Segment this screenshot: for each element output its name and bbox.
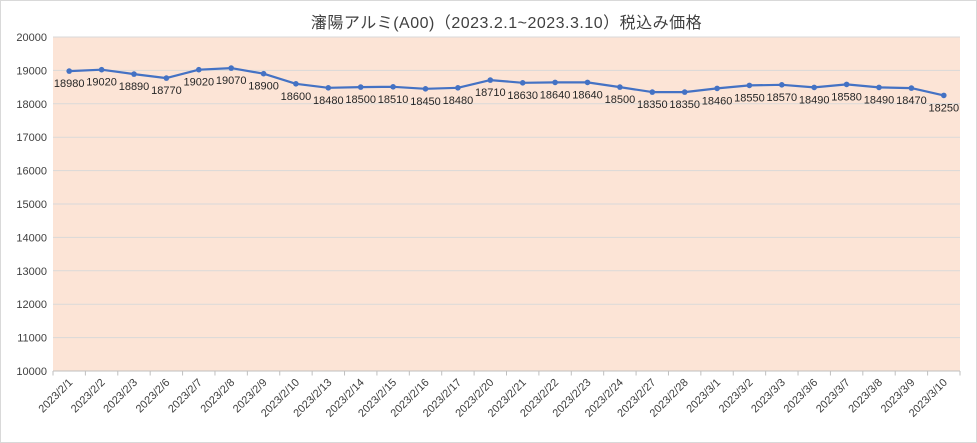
svg-text:2023/3/8: 2023/3/8 [846,377,885,416]
svg-text:2023/2/3: 2023/2/3 [101,377,140,416]
svg-text:18490: 18490 [864,94,895,106]
svg-text:18500: 18500 [345,94,376,106]
svg-text:18450: 18450 [410,96,441,108]
svg-text:19000: 19000 [16,65,47,77]
svg-text:10000: 10000 [16,366,47,378]
series-line [68,66,945,97]
svg-text:18640: 18640 [572,89,603,101]
svg-text:2023/3/2: 2023/3/2 [717,377,756,416]
svg-text:19020: 19020 [184,77,215,89]
svg-text:18460: 18460 [702,95,733,107]
svg-text:19020: 19020 [86,77,117,89]
svg-text:18890: 18890 [119,81,150,93]
svg-text:18480: 18480 [443,95,474,107]
svg-text:18490: 18490 [799,94,830,106]
svg-text:18480: 18480 [313,95,344,107]
svg-text:18600: 18600 [281,91,312,103]
svg-text:2023/2/7: 2023/2/7 [166,377,205,416]
svg-text:2023/3/7: 2023/3/7 [814,377,853,416]
svg-text:15000: 15000 [16,199,47,211]
svg-text:19070: 19070 [216,75,247,87]
svg-text:18770: 18770 [151,85,182,97]
svg-text:12000: 12000 [16,299,47,311]
svg-text:18350: 18350 [637,99,668,111]
data-points [66,65,947,99]
svg-text:18350: 18350 [669,99,700,111]
svg-text:2023/2/8: 2023/2/8 [199,377,238,416]
svg-text:11000: 11000 [17,333,47,345]
x-axis [52,370,961,376]
svg-text:18900: 18900 [248,81,279,93]
svg-text:14000: 14000 [16,232,47,244]
svg-text:2023/2/1: 2023/2/1 [37,377,76,416]
svg-text:18570: 18570 [767,92,798,104]
svg-text:2023/2/6: 2023/2/6 [134,377,173,416]
svg-text:18580: 18580 [831,91,862,103]
svg-text:18500: 18500 [605,94,636,106]
svg-text:2023/3/6: 2023/3/6 [782,377,821,416]
svg-text:18470: 18470 [896,95,927,107]
y-axis-labels: 10000 11000 12000 13000 14000 15000 16000 17000… [16,32,47,378]
x-axis-labels: 2023/2/12023/2/22023/2/32023/2/62023/2/7… [37,377,950,420]
chart-title: 瀋陽アルミ(A00)（2023.2.1~2023.3.10）税込み価格 [310,15,703,32]
svg-text:20000: 20000 [16,32,47,44]
svg-text:18250: 18250 [929,102,960,114]
svg-text:2023/3/3: 2023/3/3 [749,377,788,416]
svg-text:18640: 18640 [540,89,571,101]
svg-text:16000: 16000 [16,166,47,178]
svg-text:18510: 18510 [378,94,409,106]
svg-text:18630: 18630 [507,90,538,102]
svg-text:18980: 18980 [54,78,85,90]
svg-text:13000: 13000 [16,266,47,278]
svg-text:17000: 17000 [16,132,47,144]
svg-text:2023/3/1: 2023/3/1 [684,377,723,416]
svg-text:18000: 18000 [16,99,47,111]
svg-text:18550: 18550 [734,92,765,104]
svg-text:2023/2/2: 2023/2/2 [69,377,108,416]
svg-text:18710: 18710 [475,87,506,99]
